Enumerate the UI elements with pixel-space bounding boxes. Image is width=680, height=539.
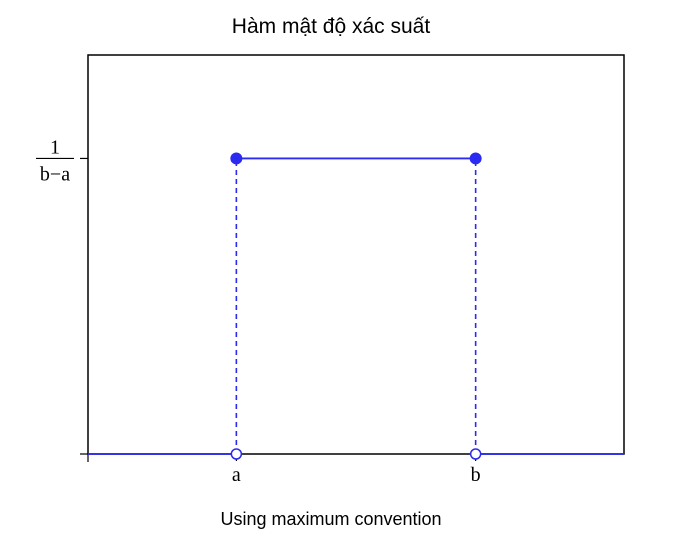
filled-point-1 <box>469 152 482 165</box>
chart-title: Hàm mật độ xác suất <box>232 15 431 38</box>
open-point-1 <box>469 448 482 460</box>
open-point-0 <box>230 448 243 460</box>
x-tick-label-b: b <box>471 464 481 486</box>
x-tick-label-a: a <box>232 464 241 486</box>
chart-caption: Using maximum convention <box>220 509 441 529</box>
y-tick-label-denominator: b−a <box>40 163 70 185</box>
y-tick-label-numerator: 1 <box>50 136 60 158</box>
plot-frame <box>87 54 625 455</box>
filled-point-0 <box>230 152 243 165</box>
